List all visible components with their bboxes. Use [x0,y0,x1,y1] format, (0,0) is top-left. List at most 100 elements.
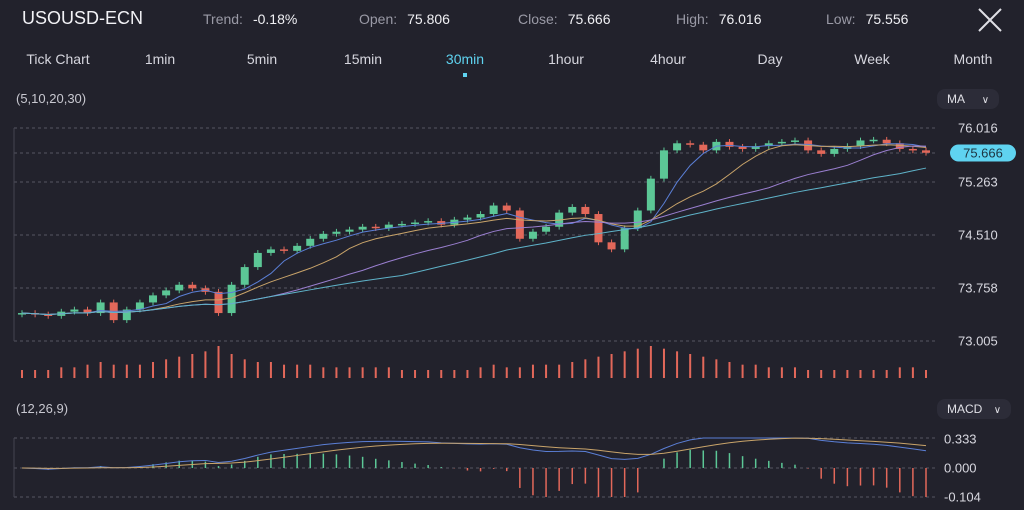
volume-bar [427,370,430,378]
tab-4hour[interactable]: 4hour [650,51,686,67]
volume-bar [217,346,220,378]
macd-label: -0.104 [944,489,981,505]
candle-body [856,140,865,147]
volume-bar [178,356,181,378]
candle-body [502,205,511,211]
candle-body [253,252,262,268]
candle-body [699,144,708,151]
volume-bar [309,364,312,378]
volume-bar [872,370,875,378]
volume-bar [21,370,23,378]
volume-bar [125,364,128,378]
volume-bar [374,367,377,378]
volume-bar [571,362,574,378]
volume-bar [230,354,233,378]
candle-body [149,295,158,303]
close-button[interactable] [974,4,1006,36]
volume-bar [99,362,102,378]
candle-body [122,309,131,321]
candle-body [908,148,917,151]
volume-bar [898,367,901,378]
volume-bar [492,364,495,378]
candle-body [751,146,760,149]
volume-bar [662,348,665,378]
macd-params: (12,26,9) [16,401,69,416]
ma-indicator-select[interactable]: MA ∨ [937,89,1000,109]
price-label: 73.758 [958,280,998,296]
price-label: 76.016 [958,120,998,136]
stat-low: Low: 75.556 [826,11,908,27]
volume-bar [505,367,508,378]
volume-bar [636,348,639,378]
volume-bar [348,367,351,378]
volume-bar [754,364,757,378]
tab-week[interactable]: Week [854,51,890,67]
tab-30min[interactable]: 30min [445,51,485,67]
candle-body [371,226,380,229]
volume-bar [610,354,613,378]
volume-bar [820,370,823,378]
candle-body [463,217,472,220]
volume-bar [204,351,207,378]
macd-label: 0.000 [944,460,977,476]
volume-bar [689,354,692,378]
volume-bar [256,362,259,378]
volume-bar [466,370,469,378]
candle-body [817,150,826,154]
volume-bar [86,364,89,378]
tab-5min[interactable]: 5min [246,51,278,67]
candle-body [266,249,275,253]
candle-body [411,222,420,225]
volume-bar [728,362,731,378]
volume-bar [361,367,364,378]
current-price-badge: 75.666 [950,144,1016,162]
volume-bar [296,364,299,378]
candle-body [240,267,249,285]
candle-body [83,309,92,314]
volume-bar [387,367,390,378]
volume-bar [885,370,888,378]
macd-dif-line [21,437,927,470]
tab-month[interactable]: Month [953,51,993,67]
candle-body [869,139,878,142]
tab-tick-chart[interactable]: Tick Chart [26,51,90,67]
tab-day[interactable]: Day [757,51,783,67]
volume-bar [741,364,744,378]
ma-select-label: MA [947,92,965,106]
tab-15min[interactable]: 15min [343,51,383,67]
volume-bar [335,367,338,378]
candle-body [738,146,747,149]
volume-bar [518,367,521,378]
volume-bar [152,362,155,378]
chevron-down-icon: ∨ [993,405,1002,416]
candle-body [922,150,930,153]
macd-indicator-select[interactable]: MACD ∨ [937,399,1012,419]
stat-label: Trend: [203,11,243,27]
stat-value: 75.666 [567,11,611,27]
candle-body [607,242,616,250]
volume-bar [165,359,168,378]
candle-body [280,249,289,251]
volume-bar [453,370,456,378]
volume-bar [925,370,927,378]
tab-1min[interactable]: 1min [144,51,176,67]
volume-bar [597,356,600,378]
candle-body [673,143,682,151]
macd-label: 0.333 [944,431,977,447]
volume-bar [676,351,679,378]
volume-bar [767,367,770,378]
candle-body [542,226,551,232]
candle-body [568,206,577,213]
selected-indicator-dot [463,73,467,77]
volume-bar [793,367,796,378]
candle-body [293,245,302,251]
stat-label: Low: [826,11,856,27]
candle-body [175,284,184,291]
tab-1hour[interactable]: 1hour [548,51,584,67]
volume-bar [283,364,286,378]
symbol-title: USOUSD-ECN [22,8,144,28]
volume-bar [400,370,403,378]
candle-body [476,214,485,218]
volume-bar [138,364,141,378]
